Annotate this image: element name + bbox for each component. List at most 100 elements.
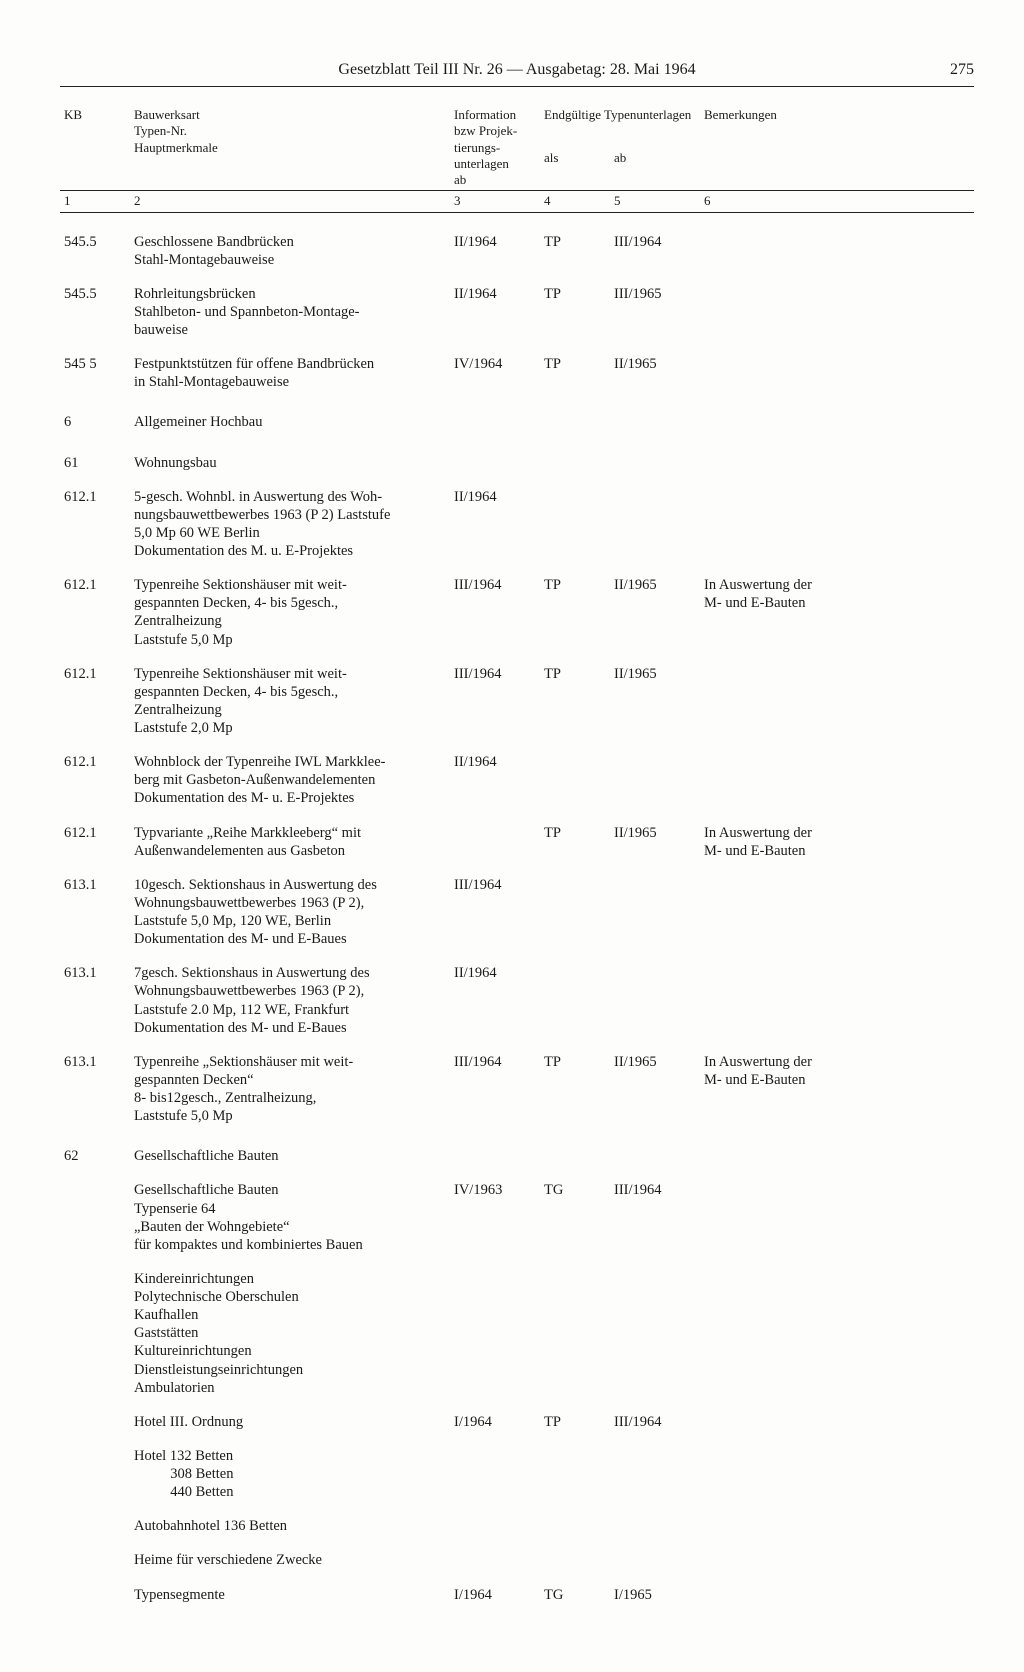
- table-row: 545.5RohrleitungsbrückenStahlbeton- und …: [60, 277, 974, 347]
- cell-desc: 5-gesch. Wohnbl. in Auswertung des Woh-n…: [130, 480, 450, 569]
- cell-c5: I/1965: [610, 1578, 700, 1612]
- cell-kb: 612.1: [60, 816, 130, 868]
- table-row: KindereinrichtungenPolytechnische Obersc…: [60, 1262, 974, 1405]
- cell-desc: Gesellschaftliche BautenTypenserie 64„Ba…: [130, 1173, 450, 1262]
- cell-kb: 613.1: [60, 1045, 130, 1134]
- cell-c6: [700, 480, 974, 569]
- th-c4: als: [540, 148, 610, 191]
- cell-desc: Typenreihe Sektionshäuser mit weit-gespa…: [130, 568, 450, 657]
- cell-c5: [610, 399, 700, 439]
- table-row: Hotel 132 Betten 308 Betten 440 Betten: [60, 1439, 974, 1509]
- th-c3: Information bzw Projek- tierungs- unterl…: [450, 105, 540, 190]
- section-row: 6Allgemeiner Hochbau: [60, 399, 974, 439]
- cell-c4: TG: [540, 1173, 610, 1262]
- cell-c3: III/1964: [450, 1045, 540, 1134]
- cell-desc: Festpunktstützen für offene Bandbrückeni…: [130, 347, 450, 399]
- cell-c4: [540, 745, 610, 815]
- cell-c5: [610, 1543, 700, 1577]
- cell-c6: [700, 1543, 974, 1577]
- cell-c5: III/1964: [610, 1173, 700, 1262]
- cell-kb: [60, 1262, 130, 1405]
- cell-desc: Typenreihe „Sektionshäuser mit weit-gesp…: [130, 1045, 450, 1134]
- cell-c5: [610, 1262, 700, 1405]
- cell-c5: III/1964: [610, 225, 700, 277]
- cell-desc: Typvariante „Reihe Markkleeberg“ mitAuße…: [130, 816, 450, 868]
- cell-c4: [540, 1439, 610, 1509]
- cell-c5: [610, 1509, 700, 1543]
- cell-c6: [700, 1173, 974, 1262]
- cell-kb: [60, 1578, 130, 1612]
- column-numbers: 1 2 3 4 5 6: [60, 191, 974, 211]
- cell-c6: [700, 1262, 974, 1405]
- cell-desc: Hotel 132 Betten 308 Betten 440 Betten: [130, 1439, 450, 1509]
- cell-c4: [540, 868, 610, 957]
- cell-desc: 10gesch. Sektionshaus in Auswertung desW…: [130, 868, 450, 957]
- cell-desc: Typenreihe Sektionshäuser mit weit-gespa…: [130, 657, 450, 746]
- cell-c4: TP: [540, 225, 610, 277]
- cell-c4: [540, 1509, 610, 1543]
- table-row: Hotel III. OrdnungI/1964TPIII/1964: [60, 1405, 974, 1439]
- table-row: 545.5Geschlossene BandbrückenStahl-Monta…: [60, 225, 974, 277]
- cell-c5: III/1964: [610, 1405, 700, 1439]
- cell-c3: IV/1963: [450, 1173, 540, 1262]
- cell-c5: II/1965: [610, 1045, 700, 1134]
- cell-c4: [540, 1262, 610, 1405]
- cell-c3: II/1964: [450, 225, 540, 277]
- cell-kb: [60, 1173, 130, 1262]
- cell-c3: [450, 1262, 540, 1405]
- cell-c6: [700, 745, 974, 815]
- table-row: 612.1Typvariante „Reihe Markkleeberg“ mi…: [60, 816, 974, 868]
- cell-c4: TP: [540, 1405, 610, 1439]
- cell-desc: Allgemeiner Hochbau: [130, 399, 450, 439]
- cell-kb: 545.5: [60, 225, 130, 277]
- cell-c4: TP: [540, 347, 610, 399]
- table-head: KB Bauwerksart Typen-Nr. Hauptmerkmale I…: [60, 105, 974, 225]
- table-row: 612.1Typenreihe Sektionshäuser mit weit-…: [60, 568, 974, 657]
- cell-kb: 6: [60, 399, 130, 439]
- cell-c6: [700, 956, 974, 1045]
- cell-c6: [700, 657, 974, 746]
- table-row: 612.15-gesch. Wohnbl. in Auswertung des …: [60, 480, 974, 569]
- cell-c4: [540, 1543, 610, 1577]
- cell-c5: III/1965: [610, 277, 700, 347]
- th-desc: Bauwerksart Typen-Nr. Hauptmerkmale: [130, 105, 450, 190]
- table-row: 545 5Festpunktstützen für offene Bandbrü…: [60, 347, 974, 399]
- cell-c6: [700, 1133, 974, 1173]
- cell-c4: [540, 956, 610, 1045]
- cell-desc: Hotel III. Ordnung: [130, 1405, 450, 1439]
- cell-c3: II/1964: [450, 956, 540, 1045]
- header-title: Gesetzblatt Teil III Nr. 26 — Ausgabetag…: [338, 61, 695, 78]
- th-c45: Endgültige Typenunterlagen: [540, 105, 700, 148]
- cell-c6: In Auswertung derM- und E-Bauten: [700, 568, 974, 657]
- main-table: KB Bauwerksart Typen-Nr. Hauptmerkmale I…: [60, 105, 974, 1612]
- cell-c5: [610, 480, 700, 569]
- cell-desc: Geschlossene BandbrückenStahl-Montagebau…: [130, 225, 450, 277]
- table-body: 545.5Geschlossene BandbrückenStahl-Monta…: [60, 225, 974, 1612]
- table-row: 613.1Typenreihe „Sektionshäuser mit weit…: [60, 1045, 974, 1134]
- cell-desc: RohrleitungsbrückenStahlbeton- und Spann…: [130, 277, 450, 347]
- table-row: 612.1Wohnblock der Typenreihe IWL Markkl…: [60, 745, 974, 815]
- cell-c4: [540, 399, 610, 439]
- th-kb: KB: [60, 105, 130, 190]
- table-row: Heime für verschiedene Zwecke: [60, 1543, 974, 1577]
- cell-c3: III/1964: [450, 657, 540, 746]
- cell-kb: 612.1: [60, 745, 130, 815]
- cell-c3: [450, 1133, 540, 1173]
- cell-c3: II/1964: [450, 745, 540, 815]
- cell-desc: Typensegmente: [130, 1578, 450, 1612]
- cell-c5: [610, 956, 700, 1045]
- cell-c3: [450, 1439, 540, 1509]
- cell-kb: 613.1: [60, 956, 130, 1045]
- head-rule-2: [60, 212, 974, 213]
- cell-c5: [610, 868, 700, 957]
- cell-c4: [540, 480, 610, 569]
- cell-c4: [540, 1133, 610, 1173]
- section-row: 62Gesellschaftliche Bauten: [60, 1133, 974, 1173]
- cell-c4: TP: [540, 568, 610, 657]
- cell-desc: Gesellschaftliche Bauten: [130, 1133, 450, 1173]
- table-row: Autobahnhotel 136 Betten: [60, 1509, 974, 1543]
- cell-c5: II/1965: [610, 347, 700, 399]
- header-rule: [60, 86, 974, 87]
- cell-c3: II/1964: [450, 480, 540, 569]
- cell-c3: III/1964: [450, 568, 540, 657]
